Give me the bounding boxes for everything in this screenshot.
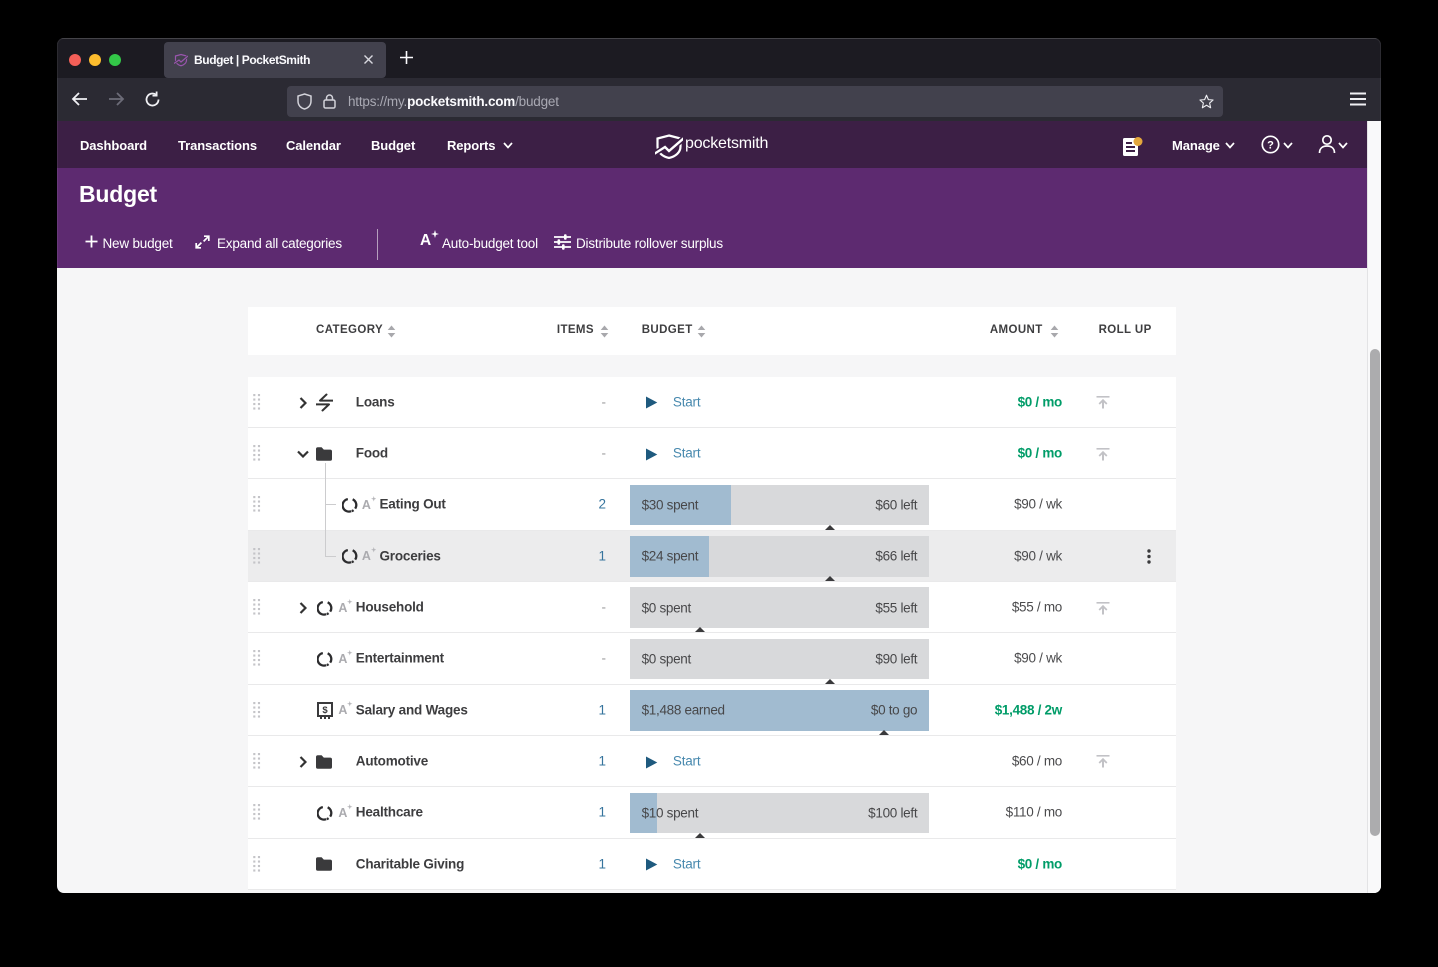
svg-text:?: ?	[1267, 139, 1274, 151]
svg-text:$: $	[322, 705, 328, 716]
